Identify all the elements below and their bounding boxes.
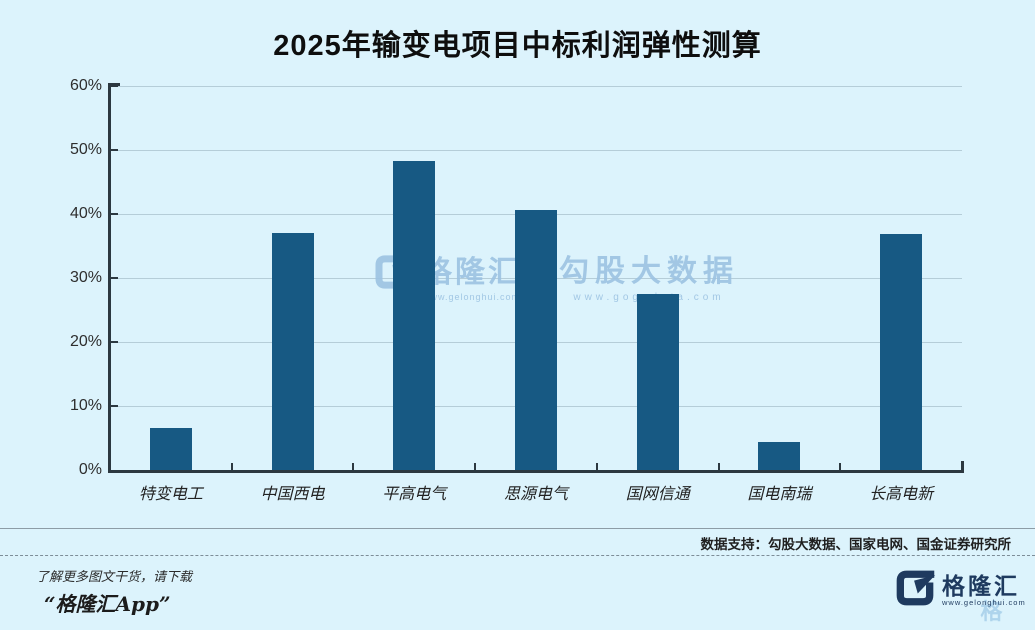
x-axis-tick xyxy=(352,463,355,470)
footer-logo-domain: www.gelonghui.com xyxy=(942,598,1026,608)
promo-line-1: 了解更多图文干货，请下载 xyxy=(36,570,193,585)
y-axis-tick xyxy=(110,277,118,279)
gelonghui-logo-ghost-icon xyxy=(955,625,976,630)
x-axis-label: 平高电气 xyxy=(382,484,447,503)
x-axis-tick xyxy=(595,463,598,470)
footer-divider-solid xyxy=(0,528,1035,529)
x-axis-tick xyxy=(839,463,842,470)
bar xyxy=(149,428,192,470)
footer-logo-text: 格隆汇 xyxy=(942,572,1020,599)
bar xyxy=(758,442,801,470)
footer-logo-ghost-text: 格隆汇 xyxy=(980,599,1005,624)
x-axis-label: 国网信通 xyxy=(625,484,690,503)
y-axis-tick xyxy=(110,405,118,407)
y-axis-label: 20% xyxy=(69,333,102,350)
x-axis-label: 中国西电 xyxy=(260,484,325,503)
watermark-brand-domain: www.gelonghui.com xyxy=(422,292,521,302)
gridline xyxy=(110,150,962,151)
x-axis-label: 长高电新 xyxy=(869,484,934,503)
x-axis-label: 特变电工 xyxy=(138,484,203,503)
y-axis-label: 50% xyxy=(69,141,102,158)
bar xyxy=(271,233,314,470)
y-axis-label: 60% xyxy=(69,77,102,94)
y-axis-top-cap xyxy=(108,83,120,86)
x-axis-label: 国电南瑞 xyxy=(747,484,812,503)
y-axis-tick xyxy=(110,85,118,87)
y-axis-label: 40% xyxy=(69,205,102,222)
y-axis-spine xyxy=(108,83,111,473)
footer-logo-ghost: 格隆汇 xyxy=(955,594,1026,630)
chart-title: 2025年输变电项目中标利润弹性测算 xyxy=(273,30,762,62)
x-axis-label: 思源电气 xyxy=(503,484,568,503)
x-axis-spine xyxy=(108,470,964,473)
data-support-caption: 数据支持：勾股大数据、国家电网、国金证券研究所 xyxy=(700,537,1012,552)
y-axis-label: 30% xyxy=(69,269,102,286)
y-axis-tick xyxy=(110,341,118,343)
y-axis-label: 0% xyxy=(78,461,102,478)
bar xyxy=(393,160,436,470)
watermark-brand-text: 格隆汇 xyxy=(422,256,521,289)
gridline xyxy=(110,86,962,87)
footer-logo-group: 格隆汇 格隆汇 www.gelonghui.com xyxy=(893,566,1026,624)
x-axis-tick xyxy=(230,463,233,470)
gelonghui-logo-icon xyxy=(893,566,937,615)
x-axis-tick xyxy=(717,463,720,470)
y-axis-tick xyxy=(110,213,118,215)
bar xyxy=(880,234,923,470)
footer-divider-dashed xyxy=(0,555,1035,556)
promo-line-2: “格隆汇App” xyxy=(44,592,171,616)
footer-logo-main: 格隆汇 www.gelonghui.com xyxy=(893,566,1026,615)
y-axis-label: 10% xyxy=(69,397,102,414)
bar xyxy=(636,294,679,470)
x-axis-tick xyxy=(474,463,477,470)
y-axis-tick xyxy=(110,149,118,151)
bar xyxy=(515,210,557,470)
x-axis-right-cap xyxy=(961,461,964,473)
watermark-partner-text: 勾股大数据 xyxy=(559,255,739,288)
